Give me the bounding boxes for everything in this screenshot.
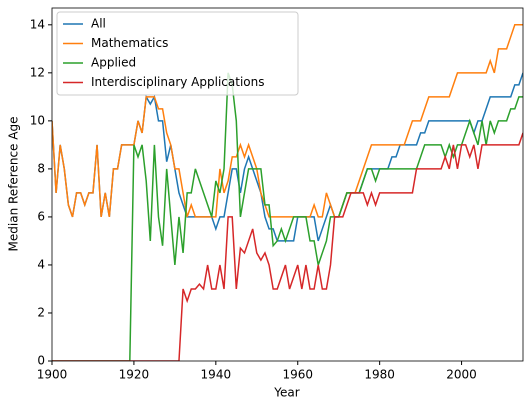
- y-tick-label: 8: [37, 161, 45, 175]
- series-line: [52, 24, 523, 218]
- y-tick-label: 2: [37, 305, 45, 319]
- y-tick-label: 14: [30, 17, 45, 31]
- x-tick-label: 1900: [37, 368, 68, 382]
- legend-label: Mathematics: [91, 36, 168, 50]
- legend-label: Interdisciplinary Applications: [91, 75, 264, 89]
- x-tick-label: 1960: [282, 368, 313, 382]
- series-line: [52, 132, 523, 361]
- y-tick-label: 10: [30, 113, 45, 127]
- plot-frame: [51, 7, 524, 362]
- x-tick-label: 1920: [119, 368, 150, 382]
- y-tick-label: 6: [37, 209, 45, 223]
- legend-label: Applied: [91, 56, 136, 70]
- x-axis-label: Year: [273, 386, 299, 400]
- y-tick-label: 0: [37, 354, 45, 368]
- legend-box: [56, 11, 299, 96]
- series-line: [52, 72, 523, 242]
- x-tick-label: 2000: [446, 368, 477, 382]
- x-tick-label: 1980: [364, 368, 395, 382]
- legend-label: All: [91, 17, 106, 31]
- y-axis-label: Median Reference Age: [7, 117, 21, 252]
- x-tick-label: 1940: [201, 368, 232, 382]
- y-tick-label: 12: [30, 65, 45, 79]
- y-tick-label: 4: [37, 257, 45, 271]
- series-line: [52, 72, 523, 361]
